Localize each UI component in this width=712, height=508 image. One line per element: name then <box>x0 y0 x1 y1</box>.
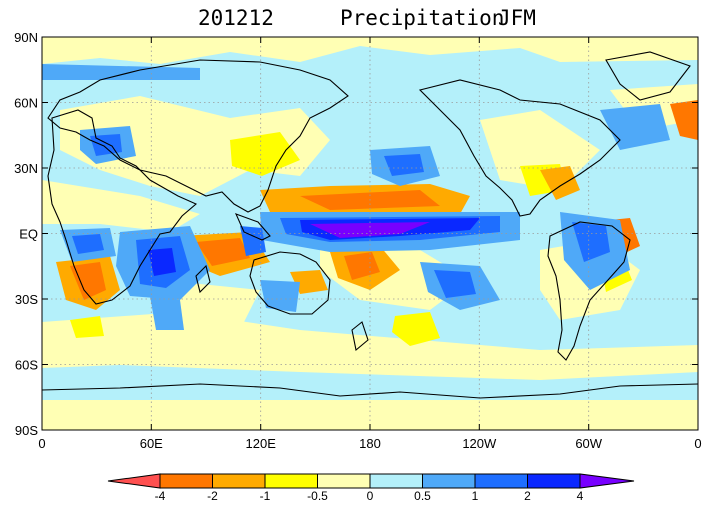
lon-label-0-right: 0 <box>694 436 701 451</box>
colorbar-label-2: -1 <box>260 489 271 503</box>
lat-label-eq: EQ <box>19 227 38 242</box>
colorbar-label-5: 0.5 <box>414 489 431 503</box>
title-variable: Precipitation <box>340 6 505 30</box>
south-america-coast <box>547 221 631 361</box>
lon-label-120e: 120E <box>246 436 277 451</box>
colorbar-box-6 <box>474 473 528 489</box>
lat-label-90n: 90N <box>14 30 38 45</box>
greenland-coast <box>605 51 691 101</box>
lat-label-60n: 60N <box>14 96 38 111</box>
colorbar-label-6: 1 <box>472 489 479 503</box>
map-title: 201212 Precipitation JFM <box>0 6 712 32</box>
colorbar-label-7: 2 <box>524 489 531 503</box>
title-date: 201212 <box>198 6 274 30</box>
colorbar-label-3: -0.5 <box>307 489 328 503</box>
lon-label-180: 180 <box>359 436 381 451</box>
lon-label-60e: 60E <box>140 436 163 451</box>
madagascar-coast <box>195 264 211 294</box>
colorbar: -4 -2 -1 -0.5 0 0.5 1 2 4 <box>107 473 635 503</box>
lat-label-90s: 90S <box>15 423 38 438</box>
antarctica-coast <box>42 383 698 399</box>
lat-label-60s: 60S <box>15 358 38 373</box>
colorbar-box-1 <box>212 473 266 489</box>
colorbar-label-8: 4 <box>577 489 584 503</box>
coastlines <box>42 51 698 399</box>
lat-label-30n: 30N <box>14 161 38 176</box>
colorbar-arrow-left <box>107 473 161 489</box>
lat-label-30s: 30S <box>15 292 38 307</box>
precipitation-anomaly-field <box>42 37 698 430</box>
title-season: JFM <box>498 6 536 30</box>
colorbar-arrow-right <box>579 473 635 489</box>
maritime-continent-coast <box>234 213 271 241</box>
new-zealand-coast <box>351 321 369 352</box>
eurasia-coast <box>47 59 349 213</box>
longitude-labels: 0 60E 120E 180 120W 60W 0 <box>38 436 701 451</box>
lon-label-60w: 60W <box>575 436 602 451</box>
north-america-coast <box>418 79 621 217</box>
colorbar-box-7 <box>527 473 581 489</box>
lon-label-120w: 120W <box>462 436 497 451</box>
lon-label-0-left: 0 <box>38 436 45 451</box>
australia-coast <box>249 251 331 315</box>
africa-coast <box>47 109 198 305</box>
latitude-labels: 90N 60N 30N EQ 30S 60S 90S <box>14 30 38 438</box>
colorbar-box-4 <box>369 473 423 489</box>
field-wet <box>42 64 670 330</box>
latitude-ticks <box>42 36 698 431</box>
colorbar-box-0 <box>159 473 213 489</box>
colorbar-box-5 <box>422 473 476 489</box>
colorbar-label-1: -2 <box>207 489 218 503</box>
colorbar-label-4: 0 <box>367 489 374 503</box>
colorbar-box-2 <box>264 473 318 489</box>
colorbar-label-0: -4 <box>155 489 166 503</box>
longitude-ticks <box>150 37 590 430</box>
map-graticule <box>42 37 698 430</box>
colorbar-box-3 <box>317 473 371 489</box>
